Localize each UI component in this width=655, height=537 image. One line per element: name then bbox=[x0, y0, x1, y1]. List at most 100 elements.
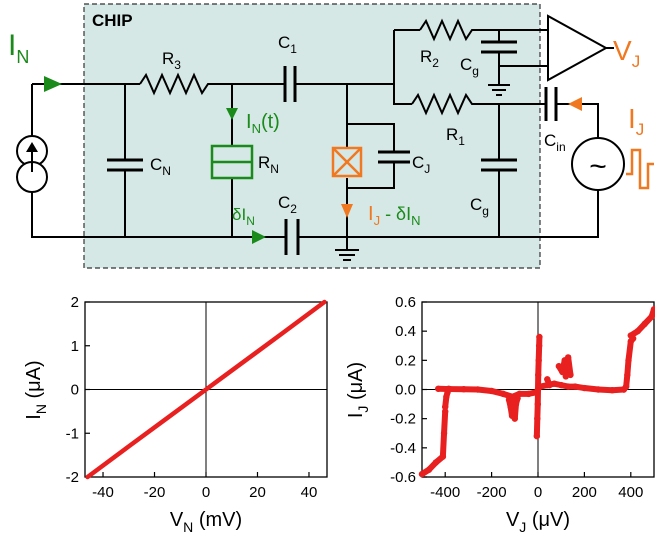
left-ytick-label: -2 bbox=[66, 469, 79, 486]
right-point bbox=[625, 357, 632, 364]
right-point bbox=[564, 383, 572, 390]
left-xtick-label: 20 bbox=[249, 484, 266, 501]
right-point bbox=[622, 383, 630, 390]
R3-label: R3 bbox=[162, 49, 181, 72]
right-ytick-label: -0.2 bbox=[390, 411, 416, 428]
josephson-junction bbox=[331, 146, 363, 178]
Cg-bottom-label: Cg bbox=[470, 195, 489, 218]
right-point bbox=[507, 403, 514, 411]
right-ytick-label: 0.6 bbox=[395, 294, 416, 311]
right-point bbox=[544, 376, 551, 383]
right-point bbox=[567, 371, 574, 379]
IJ-input-arrow bbox=[568, 97, 582, 111]
right-point bbox=[446, 385, 454, 393]
left-xtick-label: 40 bbox=[301, 484, 318, 501]
CJ-label: CJ bbox=[412, 153, 430, 176]
right-point bbox=[534, 400, 541, 408]
chip-label: CHIP bbox=[92, 11, 133, 30]
right-point bbox=[525, 390, 532, 398]
left-ytick-label: -1 bbox=[66, 425, 79, 442]
left-ytick-label: 0 bbox=[71, 382, 79, 399]
left-xtick-label: -20 bbox=[144, 484, 166, 501]
right-point bbox=[650, 306, 655, 313]
right-point bbox=[442, 403, 449, 411]
right-point bbox=[511, 415, 518, 422]
right-point bbox=[627, 332, 634, 339]
right-point bbox=[535, 357, 542, 364]
right-point bbox=[440, 430, 448, 437]
capacitor-C1 bbox=[283, 66, 297, 102]
right-point bbox=[555, 362, 563, 370]
resistor-R3 bbox=[139, 72, 212, 96]
right-xtick-label: 400 bbox=[618, 484, 643, 501]
right-point bbox=[581, 384, 588, 392]
right-point bbox=[641, 320, 648, 328]
right-point bbox=[514, 395, 521, 402]
right-point bbox=[609, 387, 616, 394]
CN-label: CN bbox=[150, 155, 171, 178]
C2-label: C2 bbox=[278, 193, 297, 216]
ground-symbol bbox=[335, 249, 359, 261]
right-point bbox=[536, 333, 543, 341]
right-point bbox=[533, 432, 541, 440]
resistor-RN bbox=[210, 144, 254, 180]
dIN-arrow bbox=[252, 230, 266, 244]
right-point bbox=[535, 371, 542, 379]
right-point bbox=[432, 459, 440, 466]
right-xtick-label: -400 bbox=[430, 484, 460, 501]
right-point bbox=[474, 386, 481, 393]
IN-t-arrow bbox=[226, 108, 238, 120]
chart-left-series bbox=[85, 299, 327, 480]
chart-left-ylabel: IN (μA) bbox=[23, 360, 49, 419]
right-point bbox=[634, 327, 641, 335]
R2-label: R2 bbox=[420, 47, 439, 70]
left-xtick-label: -40 bbox=[92, 484, 114, 501]
resistor-R1 bbox=[411, 92, 476, 116]
right-ytick-label: 0.2 bbox=[395, 352, 416, 369]
right-point bbox=[500, 390, 507, 398]
right-point bbox=[418, 470, 426, 478]
right-ytick-label: -0.4 bbox=[390, 440, 416, 457]
chart-left: -40 -20 0 20 40 -2 -1 0 1 2 VN (mV) IN (μA) bbox=[23, 294, 328, 535]
RN-label: RN bbox=[258, 153, 279, 176]
right-point bbox=[546, 381, 553, 389]
Cg-top-label: Cg bbox=[460, 55, 479, 78]
VJ-label: VJ bbox=[613, 35, 640, 71]
left-xtick-label: 0 bbox=[202, 484, 210, 501]
capacitor-CN bbox=[107, 158, 143, 172]
left-ytick-label: 1 bbox=[71, 338, 79, 355]
dIN-label: δIN bbox=[232, 205, 255, 228]
chart-right-xticks: -400 -200 0 200 400 bbox=[430, 472, 643, 501]
right-point bbox=[460, 386, 467, 393]
right-point bbox=[624, 371, 631, 379]
IN-t-label: IN(t) bbox=[246, 111, 280, 136]
source-current-label: IN bbox=[8, 29, 29, 67]
right-point bbox=[534, 415, 541, 422]
right-point bbox=[535, 342, 543, 349]
right-point bbox=[425, 466, 433, 473]
Cin-label: Cin bbox=[544, 131, 566, 154]
R1-label: R1 bbox=[446, 125, 465, 148]
IJ-label: IJ bbox=[628, 103, 644, 139]
wires bbox=[31, 29, 599, 250]
right-xtick-label: -200 bbox=[477, 484, 507, 501]
chart-right-yticks: -0.6 -0.4 -0.2 0.0 0.2 0.4 0.6 bbox=[390, 294, 427, 486]
capacitor-Cin bbox=[544, 87, 558, 121]
capacitor-C2 bbox=[284, 219, 300, 255]
right-series-2 bbox=[435, 385, 539, 400]
right-point bbox=[595, 386, 602, 393]
source-current-arrow bbox=[44, 76, 62, 92]
chart-left-xlabel: VN (mV) bbox=[170, 509, 242, 535]
right-ytick-label: -0.6 bbox=[390, 469, 416, 486]
right-point bbox=[488, 387, 495, 395]
right-ytick-label: 0.0 bbox=[395, 382, 416, 399]
chart-left-xticks: -40 -20 0 20 40 bbox=[92, 472, 317, 501]
right-point bbox=[537, 383, 544, 390]
capacitor-Cg-top bbox=[481, 40, 517, 54]
capacitor-Cg-bottom bbox=[481, 158, 517, 172]
square-waveform bbox=[626, 148, 654, 190]
chart-right-series bbox=[418, 306, 655, 478]
right-point bbox=[564, 354, 572, 361]
C1-label: C1 bbox=[278, 33, 297, 56]
right-ytick-label: 0.4 bbox=[395, 323, 416, 340]
